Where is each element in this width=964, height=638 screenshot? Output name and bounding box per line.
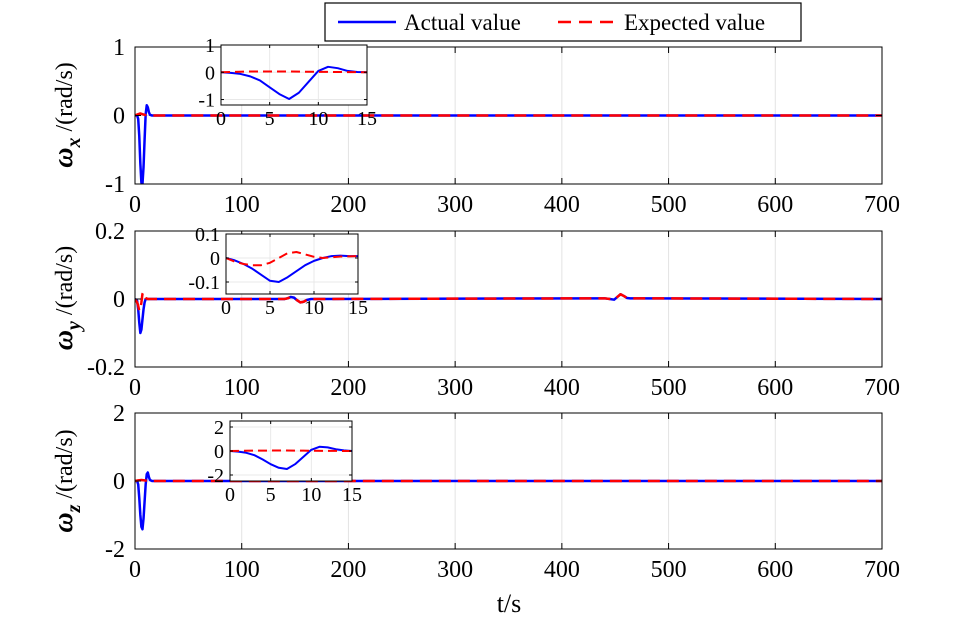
main-wy-xtick-label: 300 <box>437 375 473 401</box>
ylabel-wy: ωy /(rad/s) <box>48 246 85 350</box>
main-wz-ytick-label: 2 <box>113 401 125 427</box>
inset-wy-xtick-label: 0 <box>221 297 231 319</box>
main-wy-xtick-label: 500 <box>651 375 687 401</box>
main-wz-xtick-label: 600 <box>757 557 793 583</box>
inset-wz-ytick-label: 0 <box>214 441 224 463</box>
inset-wz: 0 5 10 15-202 <box>207 417 362 506</box>
inset-wz-xtick-label: 0 <box>225 484 235 506</box>
inset-wz-ytick-label: -2 <box>207 465 224 487</box>
inset-wy-xtick-label: 5 <box>265 297 275 319</box>
inset-wy-frame <box>225 233 359 295</box>
main-wx-xtick-label: 0 <box>129 192 141 218</box>
inset-wx-xtick-label: 5 <box>265 108 275 130</box>
main-wz-ytick-label: -2 <box>105 537 125 563</box>
inset-wx-series-expected <box>221 70 367 74</box>
inset-wy-ytick-label: -0.1 <box>188 272 220 294</box>
main-wz-series-actual <box>135 471 882 531</box>
main-wx-xtick-label: 700 <box>864 192 900 218</box>
inset-wx-xtick-label: 15 <box>357 108 377 130</box>
ylabel-wx: ωx /(rad/s) <box>48 62 85 168</box>
main-wz-xtick-label: 400 <box>544 557 580 583</box>
main-wy-xtick-label: 700 <box>864 375 900 401</box>
main-wy-xtick-label: 100 <box>224 375 260 401</box>
inset-wy-xtick-label: 10 <box>304 297 324 319</box>
legend: Actual value Expected value <box>324 2 802 42</box>
main-wy-ytick-label: 0.2 <box>95 219 125 245</box>
main-wx-ytick-label: 0 <box>113 104 125 130</box>
main-wz-xtick-label: 0 <box>129 557 141 583</box>
inset-wy-ytick-label: 0 <box>210 248 220 270</box>
main-wz-xtick-label: 200 <box>330 557 366 583</box>
main-wx-xtick-label: 300 <box>437 192 473 218</box>
main-wx-xtick-label: 100 <box>224 192 260 218</box>
inset-wx-xtick-label: 0 <box>216 108 226 130</box>
inset-wy-series-expected <box>226 251 358 267</box>
subplot-wy: 0 100 200 300 400 500 600 700-0.200.20 5 10 15-0.1… <box>48 219 900 401</box>
main-wz-xtick-label: 700 <box>864 557 900 583</box>
inset-wx-ytick-label: -1 <box>198 90 215 112</box>
main-wx-xtick-label: 400 <box>544 192 580 218</box>
x-axis-label: t/s <box>497 589 522 618</box>
main-wx-series-actual <box>135 103 882 184</box>
main-wy-series-expected <box>135 290 882 313</box>
inset-wx: 0 5 10 15-101 <box>198 35 377 130</box>
main-wy-xtick-label: 200 <box>330 375 366 401</box>
main-wy-xtick-label: 400 <box>544 375 580 401</box>
inset-wx-ytick-label: 0 <box>205 62 215 84</box>
main-wx-ytick-label: -1 <box>105 172 125 198</box>
main-wx-xtick-label: 500 <box>651 192 687 218</box>
main-wz-xtick-label: 500 <box>651 557 687 583</box>
inset-wy-ytick-label: 0.1 <box>195 224 220 246</box>
main-wx-series-expected <box>135 112 882 117</box>
inset-wz-xtick-label: 5 <box>266 484 276 506</box>
legend-expected-label: Expected value <box>624 10 765 35</box>
inset-wz-series-actual <box>230 445 352 470</box>
inset-wz-ytick-label: 2 <box>214 417 224 439</box>
inset-wx-frame <box>220 44 368 106</box>
inset-wx-ytick-label: 1 <box>205 35 215 57</box>
ylabel-wz: ωz /(rad/s) <box>48 429 85 532</box>
inset-wz-xtick-label: 15 <box>342 484 362 506</box>
plot-area-wy: 0 100 200 300 400 500 600 700-0.200.20 5 10 15-0.1… <box>87 219 900 401</box>
main-wz-xtick-label: 100 <box>224 557 260 583</box>
inset-wz-xtick-label: 10 <box>301 484 321 506</box>
inset-wy-series-actual <box>226 254 358 283</box>
inset-wy: 0 5 10 15-0.100.1 <box>188 224 368 319</box>
legend-actual-label: Actual value <box>404 10 521 35</box>
main-wz-ytick-label: 0 <box>113 469 125 495</box>
main-wx-ytick-label: 1 <box>113 35 125 61</box>
main-wy-xtick-label: 600 <box>757 375 793 401</box>
main-wy-ytick-label: 0 <box>113 287 125 313</box>
inset-wx-xtick-label: 10 <box>308 108 328 130</box>
inset-wx-series-actual <box>221 65 367 100</box>
main-wx-xtick-label: 600 <box>757 192 793 218</box>
main-wy-ytick-label: -0.2 <box>87 355 125 381</box>
main-wz-xtick-label: 300 <box>437 557 473 583</box>
inset-wy-xtick-label: 15 <box>348 297 368 319</box>
main-wy-xtick-label: 0 <box>129 375 141 401</box>
main-wx-xtick-label: 200 <box>330 192 366 218</box>
